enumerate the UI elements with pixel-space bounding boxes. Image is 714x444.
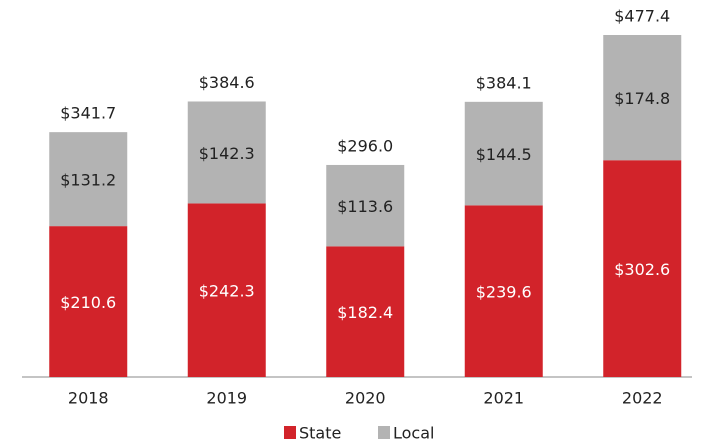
x-tick-label: 2022 <box>622 389 663 408</box>
legend-swatch <box>284 426 296 439</box>
bar-segment <box>326 164 405 247</box>
value-label: $302.6 <box>614 260 670 279</box>
legend-label: Local <box>393 424 434 443</box>
x-tick-label: 2021 <box>483 389 524 408</box>
value-label: $174.8 <box>614 89 670 108</box>
bar-segment <box>603 35 682 161</box>
value-label: $182.4 <box>337 303 393 322</box>
bar-segment <box>603 160 682 377</box>
legend-label: State <box>299 424 341 443</box>
total-label: $341.7 <box>60 104 116 123</box>
total-label: $296.0 <box>337 136 393 155</box>
value-label: $131.2 <box>60 171 116 190</box>
value-label: $113.6 <box>337 197 393 216</box>
bar-segment <box>49 226 128 377</box>
total-label: $477.4 <box>614 7 670 26</box>
total-label: $384.1 <box>476 73 532 92</box>
x-tick-label: 2020 <box>345 389 386 408</box>
value-label: $242.3 <box>199 282 255 301</box>
value-label: $142.3 <box>199 144 255 163</box>
total-label: $384.6 <box>199 73 255 92</box>
legend-swatch <box>378 426 390 439</box>
bar-segment <box>187 203 266 377</box>
x-tick-label: 2019 <box>206 389 247 408</box>
bar-segment <box>464 205 543 377</box>
x-tick-label: 2018 <box>68 389 109 408</box>
value-label: $144.5 <box>476 145 532 164</box>
value-label: $210.6 <box>60 293 116 312</box>
bar-segment <box>187 101 266 204</box>
bar-segment <box>326 246 405 377</box>
bar-segment <box>49 132 128 227</box>
value-label: $239.6 <box>476 283 532 302</box>
bar-segment <box>464 101 543 206</box>
